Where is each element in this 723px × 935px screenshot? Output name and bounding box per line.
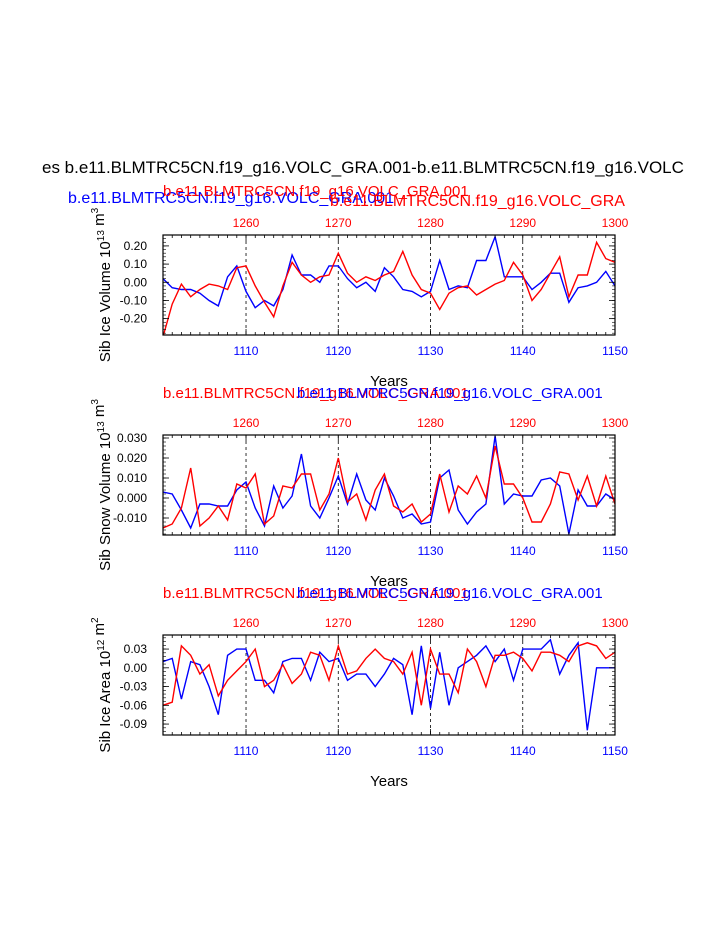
page-title: es b.e11.BLMTRC5CN.f19_g16.VOLC_GRA.001-… — [42, 158, 684, 177]
x-tick-label-bottom: 1130 — [418, 544, 444, 558]
x-tick-label-bottom: 1110 — [234, 344, 259, 358]
x-tick-label-top: 1280 — [417, 216, 444, 230]
plot-frame — [162, 234, 616, 336]
panel-title-blue: b.e11.BLMTRC5CN.f19_g16.VOLC_GRA.001 — [297, 385, 603, 402]
x-tick-label-bottom: 1140 — [510, 744, 536, 758]
x-tick-label-bottom: 1120 — [325, 744, 351, 758]
x-tick-label-bottom: 1110 — [234, 544, 259, 558]
y-tick-label: 0.000 — [117, 491, 147, 505]
y-tick-label: 0.00 — [124, 275, 148, 289]
x-tick-label-top: 1260 — [233, 216, 260, 230]
x-tick-label-bottom: 1140 — [510, 344, 536, 358]
y-axis-label: Sib Ice Area 1012 m2 — [90, 617, 114, 753]
x-tick-label-top: 1280 — [417, 616, 444, 630]
series-line-red — [163, 240, 615, 335]
series-line-red — [163, 642, 615, 706]
x-tick-label-top: 1270 — [325, 416, 352, 430]
x-tick-label-top: 1260 — [233, 416, 260, 430]
chart-panel-3: b.e11.BLMTRC5CN.f19_g16.VOLC_GRA.001b.e1… — [90, 585, 629, 790]
x-axis-label: Years — [370, 373, 408, 390]
x-tick-label-bottom: 1130 — [418, 744, 444, 758]
chart-panel-1: b.e11.BLMTRC5CN.f19_g16.VOLC_GRA.001 1110… — [90, 183, 629, 390]
x-tick-label-top: 1300 — [602, 216, 629, 230]
series-line-blue — [163, 235, 615, 309]
panel-title-red: b.e11.BLMTRC5CN.f19_g16.VOLC_GRA.001 — [163, 183, 469, 200]
x-tick-label-bottom: 1150 — [602, 744, 628, 758]
x-axis-label: Years — [370, 773, 408, 790]
header-red-overlap-title: b.e11.BLMTRC5CN.f19_g16.VOLC_GRA — [330, 193, 625, 210]
header-blue-title: b.e11.BLMTRC5CN.f19_g16.VOLC_GRA.001 — [68, 190, 394, 207]
x-tick-label-top: 1290 — [509, 216, 536, 230]
x-tick-label-top: 1270 — [325, 616, 352, 630]
x-axis-label: Years — [370, 573, 408, 590]
panel-title-blue: b.e11.BLMTRC5CN.f19_g16.VOLC_GRA.001 — [297, 585, 603, 602]
x-tick-label-bottom: 1150 — [602, 344, 628, 358]
plot-frame — [162, 434, 616, 536]
panel-title-red: b.e11.BLMTRC5CN.f19_g16.VOLC_GRA.001 — [163, 585, 469, 602]
y-tick-label: -0.03 — [120, 680, 148, 694]
series-line-blue — [163, 435, 615, 535]
y-tick-label: -0.06 — [120, 698, 148, 712]
y-tick-label: 0.20 — [124, 239, 148, 253]
x-tick-label-top: 1270 — [325, 216, 352, 230]
x-tick-label-bottom: 1110 — [234, 744, 259, 758]
x-tick-label-top: 1260 — [233, 616, 260, 630]
y-tick-label: -0.09 — [120, 717, 148, 731]
x-tick-label-top: 1290 — [509, 416, 536, 430]
x-tick-label-top: 1300 — [602, 416, 629, 430]
y-tick-label: 0.030 — [117, 431, 147, 445]
y-tick-label: 0.020 — [117, 451, 147, 465]
x-tick-label-bottom: 1130 — [418, 344, 444, 358]
x-tick-label-bottom: 1120 — [325, 544, 351, 558]
x-tick-label-top: 1280 — [417, 416, 444, 430]
y-tick-label: 0.03 — [124, 642, 148, 656]
x-tick-label-bottom: 1150 — [602, 544, 628, 558]
x-tick-label-top: 1290 — [509, 616, 536, 630]
y-tick-label: -0.20 — [120, 312, 148, 326]
y-tick-label: -0.010 — [113, 511, 147, 525]
series-line-red — [163, 445, 615, 529]
y-tick-label: 0.10 — [124, 257, 148, 271]
plot-frame — [162, 634, 616, 736]
x-tick-label-bottom: 1120 — [325, 344, 351, 358]
y-tick-label: 0.00 — [124, 661, 148, 675]
y-tick-label: -0.10 — [120, 293, 148, 307]
y-tick-label: 0.010 — [117, 471, 147, 485]
y-axis-label: Sib Ice Volume 1013 m3 — [90, 207, 114, 362]
panel-title-red: b.e11.BLMTRC5CN.f19_g16.VOLC_GRA.001 — [163, 385, 469, 402]
x-tick-label-top: 1300 — [602, 616, 629, 630]
series-line-blue — [163, 638, 615, 731]
y-axis-label: Sib Snow Volume 1013 m3 — [90, 399, 114, 571]
x-tick-label-bottom: 1140 — [510, 544, 536, 558]
chart-panel-2: b.e11.BLMTRC5CN.f19_g16.VOLC_GRA.001b.e1… — [90, 385, 629, 590]
